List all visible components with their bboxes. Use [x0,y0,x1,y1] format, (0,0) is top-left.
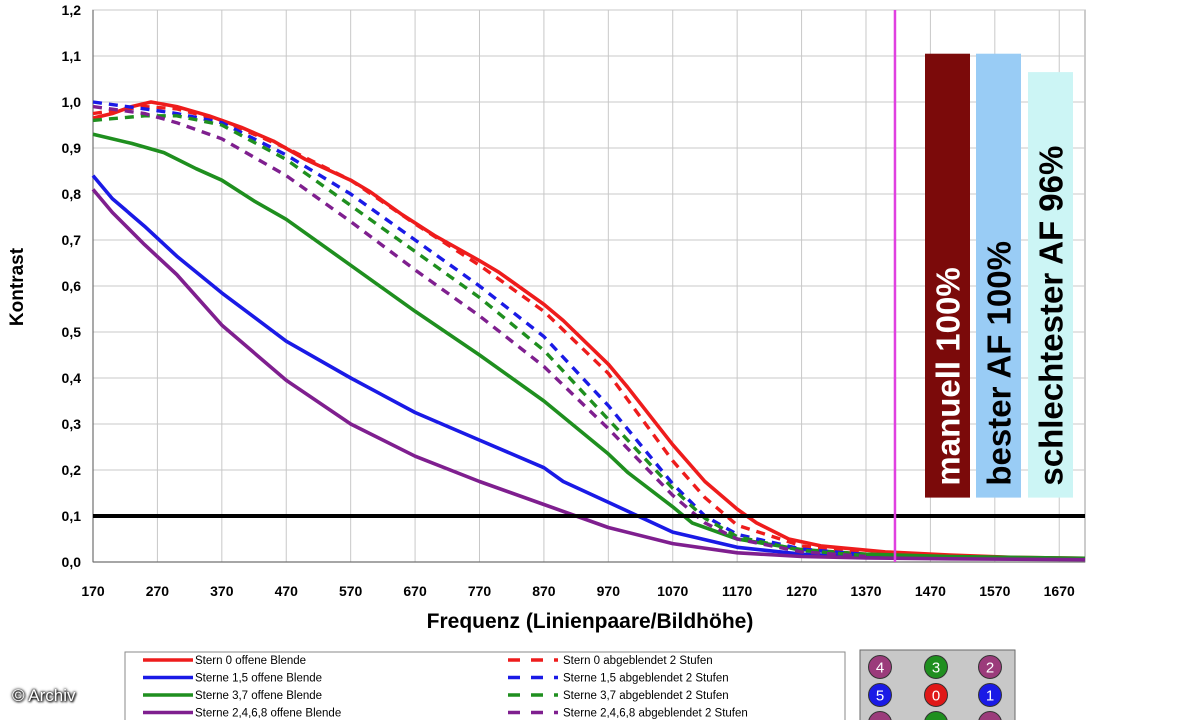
result-bar-label: bester AF 100% [981,241,1018,486]
star-badge-label: 4 [876,660,884,677]
x-tick-label: 570 [339,583,363,599]
star-badge [868,683,892,707]
chart-series [91,100,1086,562]
x-tick-label: 1470 [915,583,946,599]
x-tick-label: 1670 [1044,583,1075,599]
credit-label: © Archiv [12,686,76,705]
x-tick-label: 1370 [850,583,881,599]
legend-label: Sterne 3,7 abgeblendet 2 Stufen [563,690,729,702]
y-tick-label: 0,0 [62,554,82,570]
x-tick-label: 970 [597,583,621,599]
legend-label: Sterne 2,4,6,8 offene Blende [195,708,341,720]
series-line [91,188,1086,562]
series-line-dashed [92,100,867,557]
star-badge [924,711,948,720]
star-badge [868,655,892,679]
y-tick-label: 0,5 [62,324,82,340]
star-badge [978,655,1002,679]
x-tick-label: 670 [403,583,427,599]
y-tick-label: 0,1 [62,508,82,524]
legend-label: Sterne 1,5 offene Blende [195,673,322,685]
chart-reference-lines [93,10,1085,562]
x-tick-label: 1070 [657,583,688,599]
legend-label: Stern 0 abgeblendet 2 Stufen [563,655,713,667]
series-line-dashed [92,114,867,558]
result-bars: manuell 100% bester AF 100% schlechtester … [925,53,1073,498]
y-tick-label: 1,1 [62,48,82,64]
y-axis-title: Kontrast [7,247,28,326]
x-axis-title: Frequenz (Linienpaare/Bildhöhe) [427,610,754,633]
y-tick-label: 0,6 [62,278,82,294]
x-tick-label: 1570 [979,583,1010,599]
star-badge [978,683,1002,707]
result-bar-label: manuell 100% [930,267,967,485]
chart-grid [92,9,1086,563]
star-badge-label: 5 [876,688,884,705]
result-bar [1028,72,1073,498]
y-tick-label: 0,8 [62,186,82,202]
legend-label: Sterne 1,5 abgeblendet 2 Stufen [563,673,729,685]
series-line-dashed [92,104,867,555]
x-tick-label: 470 [275,583,299,599]
x-tick-label: 170 [81,583,105,599]
legend-box [124,651,846,720]
star-badge [978,711,1002,720]
y-tick-label: 0,7 [62,232,82,248]
y-tick-label: 0,3 [62,416,82,432]
x-tick-label: 870 [532,583,556,599]
series-line-dashed [92,104,867,559]
x-tick-label: 370 [210,583,234,599]
x-tick-label: 270 [146,583,170,599]
y-tick-label: 1,2 [62,2,82,18]
y-tick-label: 0,4 [62,370,82,386]
x-tick-label: 770 [468,583,492,599]
star-badge-label: 2 [986,660,994,677]
result-bar [976,53,1021,498]
star-badge [924,683,948,707]
star-badge-label: 0 [932,688,940,705]
result-bar [925,53,970,498]
y-tick-label: 0,2 [62,462,82,478]
star-badge-label: 1 [986,688,994,705]
y-tick-label: 1,0 [62,94,82,110]
legend-label: Sterne 2,4,6,8 abgeblendet 2 Stufen [563,708,748,720]
star-badge [868,711,892,720]
y-tick-label: 0,9 [62,140,82,156]
legend-label: Stern 0 offene Blende [195,655,306,667]
star-badge [924,655,948,679]
result-bar-label: schlechtester AF 96% [1033,146,1070,486]
x-tick-label: 1170 [722,583,753,599]
x-tick-label: 1270 [786,583,817,599]
chart-legend: Stern 0 offene Blende Sterne 1,5 offene B… [124,651,846,720]
star-badge-label: 3 [932,660,940,677]
series-line [92,100,1086,561]
legend-label: Sterne 3,7 offene Blende [195,690,322,702]
chart-ticks: 0,0 0,1 0,2 0,3 0,4 0,5 0,6 0,7 0,8 0,9 1,0 1,1 1,2 1… [62,2,1075,599]
series-line [91,174,1086,561]
star-badge-panel: 4 3 2 5 0 1 [859,649,1016,720]
